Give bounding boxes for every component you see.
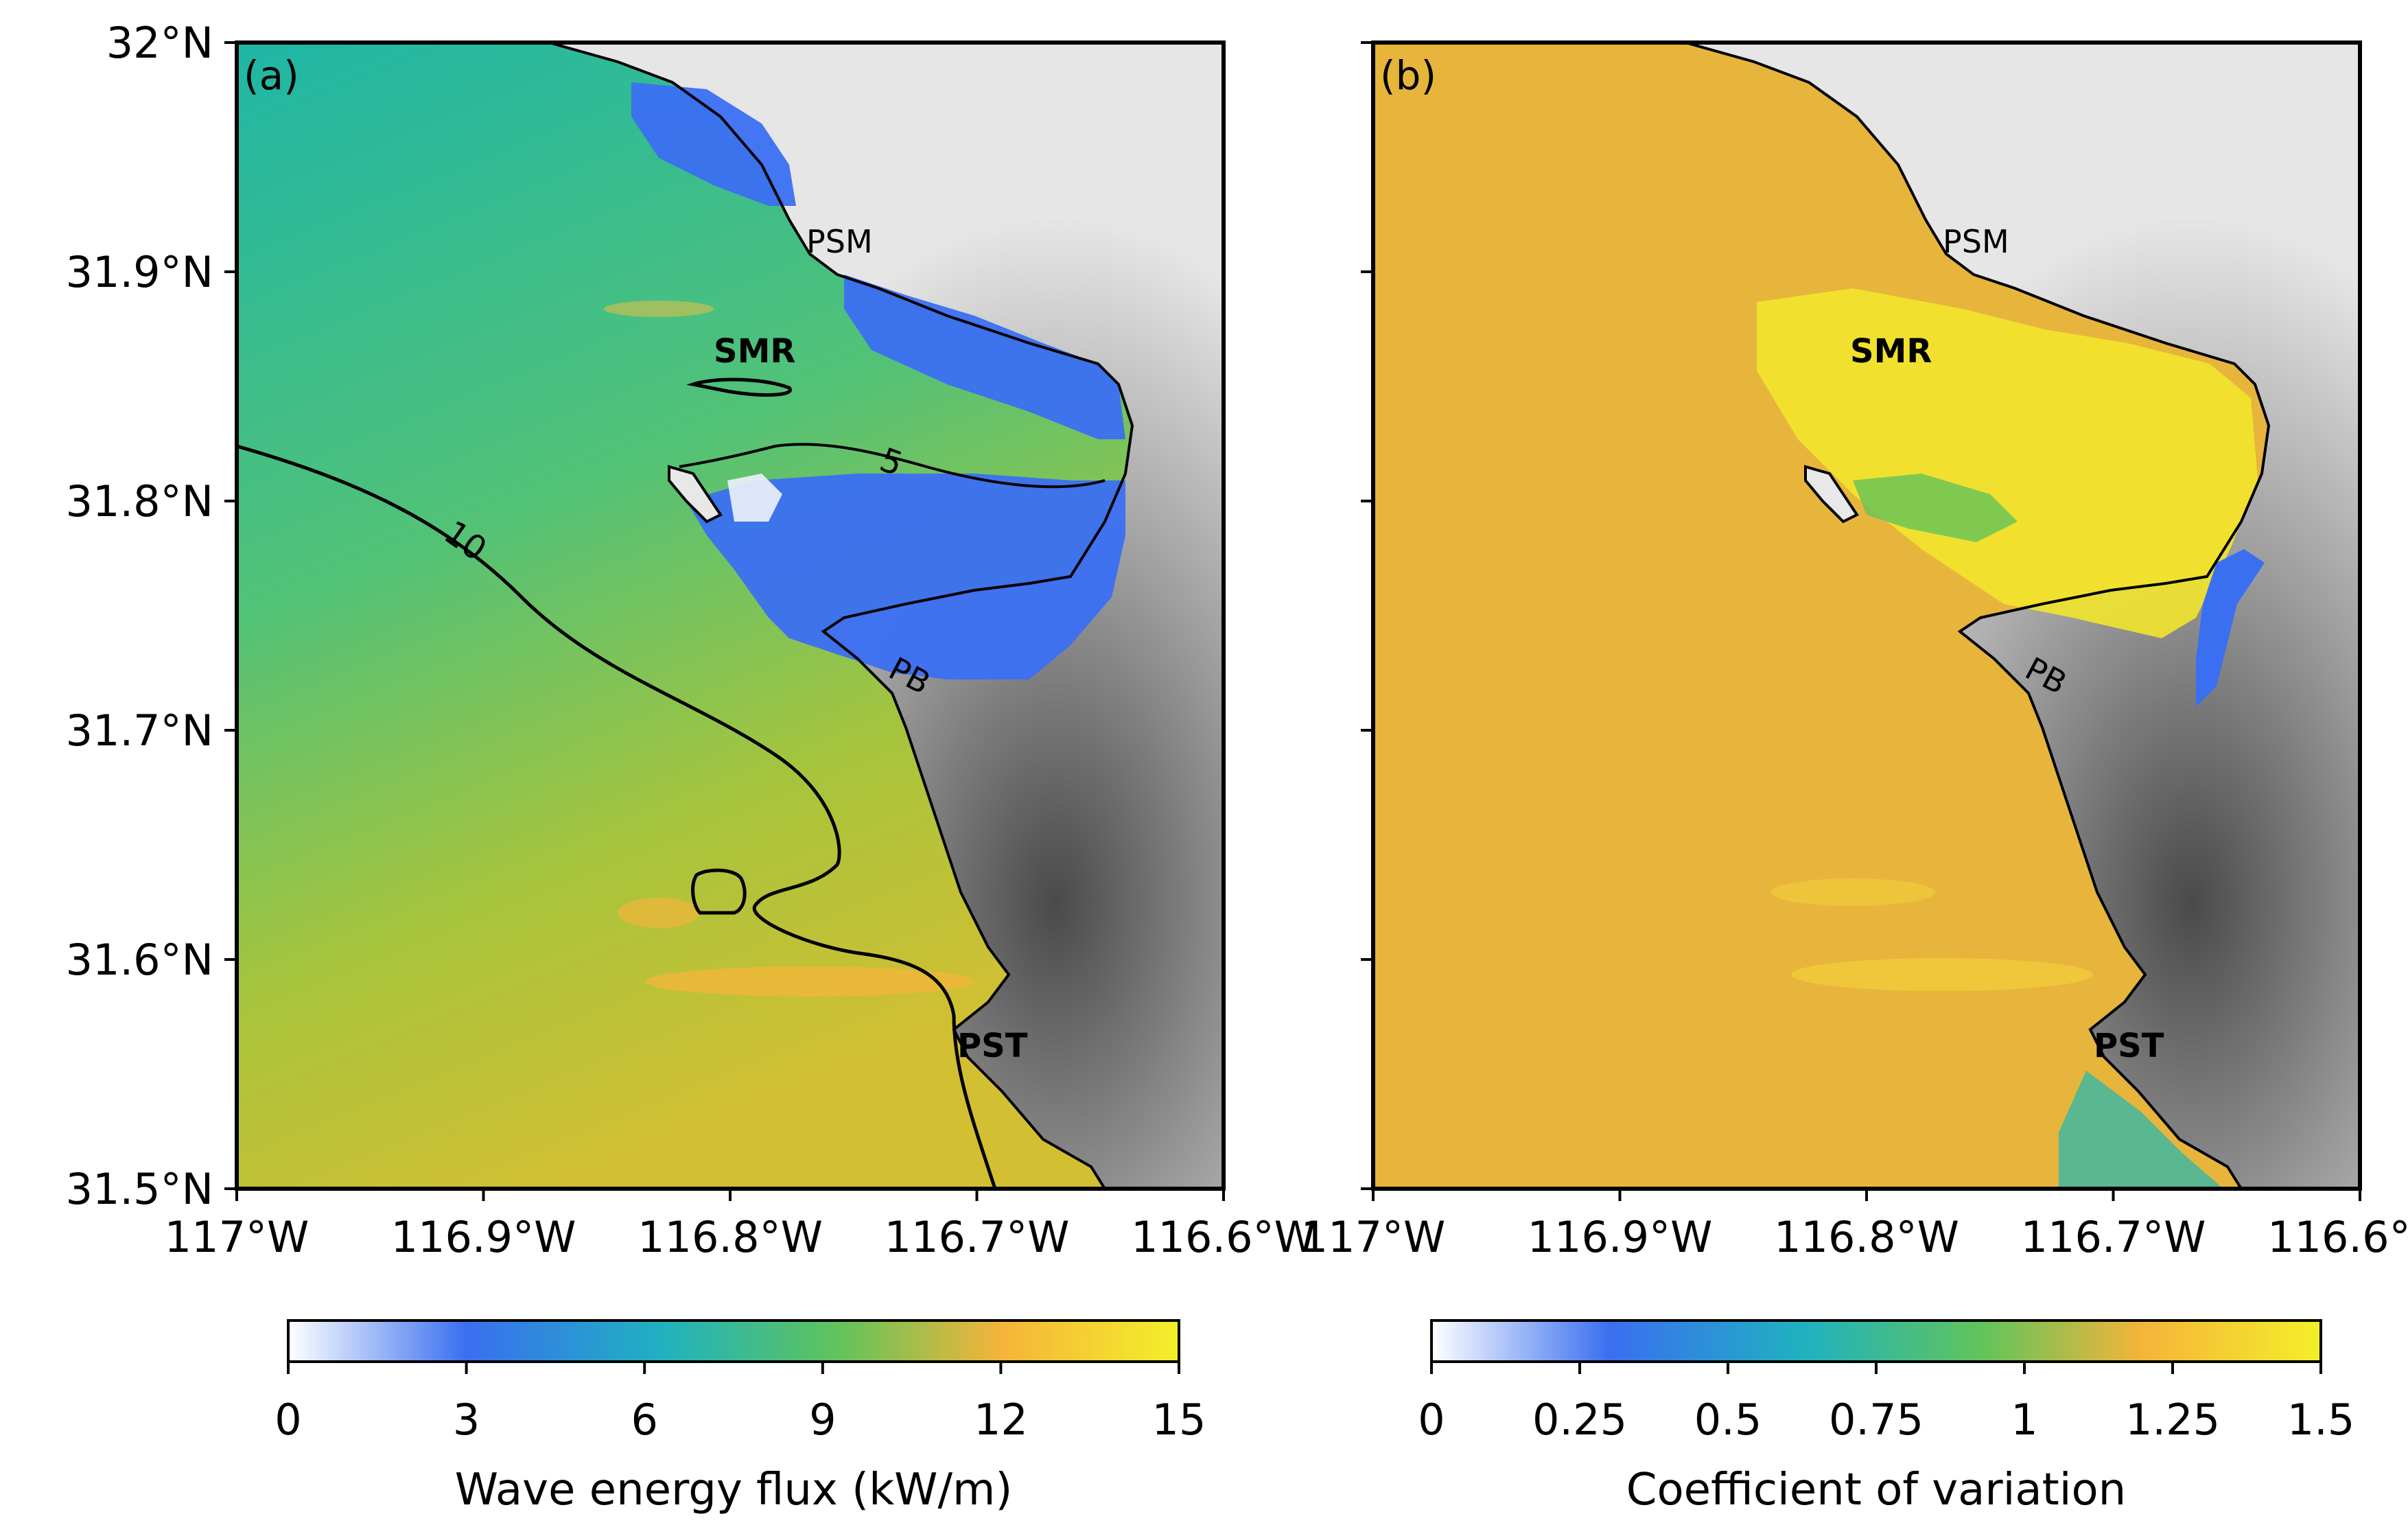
low-flux-north-a bbox=[631, 82, 796, 206]
colorbar-tick-label: 6 bbox=[631, 1395, 657, 1445]
cv-streak-2 bbox=[1770, 878, 1935, 906]
x-tick-label: 117°W bbox=[1301, 1212, 1446, 1262]
contour-10-ring bbox=[691, 868, 747, 915]
high-flux-streak-3 bbox=[604, 301, 714, 317]
cv-streak-1 bbox=[1791, 958, 2093, 991]
colorbar-a: 0 3 6 9 12 15 Wave energy flux (kW/m) bbox=[274, 1319, 1206, 1515]
high-flux-streak-1 bbox=[645, 966, 974, 997]
x-tick-label: 116.8°W bbox=[1774, 1212, 1959, 1262]
contour-5-smr bbox=[686, 377, 793, 397]
place-label-smr-a: SMR bbox=[714, 332, 795, 371]
low-flux-psm-a bbox=[844, 275, 1125, 439]
y-tick-label: 31.5°N bbox=[66, 1164, 213, 1214]
x-tick-label: 116.7°W bbox=[2021, 1212, 2206, 1262]
map-panel-b: (b) PSM SMR PB PST bbox=[1371, 40, 2362, 1191]
y-tick-label: 31.9°N bbox=[66, 247, 213, 297]
low-cv-patch-b bbox=[1853, 474, 2018, 542]
axis-ticks: 117°W 116.9°W 116.8°W 116.7°W 116.6°W 32°N 31.… bbox=[66, 18, 2408, 1262]
colorbar-tick-label: 0 bbox=[274, 1395, 301, 1445]
x-tick-label: 116.8°W bbox=[638, 1212, 823, 1262]
colorbar-tick-label: 0.25 bbox=[1532, 1395, 1627, 1445]
x-tick-label: 116.6°W bbox=[1131, 1212, 1316, 1262]
island-b bbox=[1804, 465, 1859, 524]
colorbar-tick-label: 0.5 bbox=[1694, 1395, 1762, 1445]
colorbar-b-ticks: 0 0.25 0.5 0.75 1 1.25 1.5 bbox=[1418, 1362, 2354, 1445]
colorbar-tick-label: 9 bbox=[809, 1395, 836, 1445]
colorbar-a-ramp bbox=[287, 1319, 1180, 1363]
y-tick-label: 31.7°N bbox=[66, 706, 213, 756]
y-tick-label: 31.6°N bbox=[66, 935, 213, 985]
colorbar-tick-label: 15 bbox=[1152, 1395, 1206, 1445]
colorbar-tick-label: 0.75 bbox=[1829, 1395, 1924, 1445]
place-label-psm-b: PSM bbox=[1943, 223, 2009, 260]
x-tick-label: 116.6°W bbox=[2267, 1212, 2408, 1262]
low-cv-lagoon-b bbox=[2196, 549, 2265, 707]
colorbar-b: 0 0.25 0.5 0.75 1 1.25 1.5 Coefficient of vari… bbox=[1418, 1319, 2354, 1515]
place-label-pst-a: PST bbox=[957, 1027, 1028, 1065]
colorbar-b-ramp bbox=[1430, 1319, 2322, 1363]
map-panel-a: (a) PSM SMR PB PST 5 10 bbox=[235, 40, 1226, 1191]
colorbar-a-ticks: 0 3 6 9 12 15 bbox=[274, 1362, 1206, 1445]
contour-5 bbox=[679, 443, 1106, 489]
low-flux-bay-a bbox=[686, 474, 1125, 679]
colorbar-tick-label: 0 bbox=[1418, 1395, 1445, 1445]
white-patch-a bbox=[727, 474, 782, 522]
colorbar-tick-label: 1.5 bbox=[2287, 1395, 2355, 1445]
x-tick-label: 116.7°W bbox=[885, 1212, 1070, 1262]
colorbar-tick-label: 1 bbox=[2011, 1395, 2037, 1445]
x-tick-label: 116.9°W bbox=[1528, 1212, 1713, 1262]
place-label-smr-b: SMR bbox=[1850, 332, 1932, 371]
x-tick-label: 116.9°W bbox=[391, 1212, 576, 1262]
panel-label-b: (b) bbox=[1380, 52, 1436, 99]
land-b bbox=[1685, 43, 2360, 1189]
panel-label-a: (a) bbox=[244, 52, 299, 99]
colorbar-tick-label: 12 bbox=[974, 1395, 1028, 1445]
high-cv-bay-b bbox=[1757, 288, 2258, 638]
colorbar-a-title: Wave energy flux (kW/m) bbox=[455, 1465, 1013, 1515]
island-a bbox=[668, 465, 723, 524]
high-flux-streak-2 bbox=[618, 898, 700, 928]
coast-line-a bbox=[548, 43, 1134, 1189]
y-tick-label: 31.8°N bbox=[66, 476, 213, 526]
place-label-psm-a: PSM bbox=[806, 223, 873, 260]
colorbar-tick-label: 3 bbox=[453, 1395, 480, 1445]
coast-line-b bbox=[1685, 43, 2271, 1189]
x-tick-label: 117°W bbox=[165, 1212, 309, 1262]
y-tick-label: 32°N bbox=[106, 18, 213, 68]
colorbar-b-title: Coefficient of variation bbox=[1626, 1465, 2126, 1515]
contour-10 bbox=[237, 444, 997, 1189]
low-cv-south-b bbox=[2059, 1071, 2223, 1189]
colorbar-tick-label: 1.25 bbox=[2125, 1395, 2220, 1445]
place-label-pst-b: PST bbox=[2094, 1027, 2164, 1065]
